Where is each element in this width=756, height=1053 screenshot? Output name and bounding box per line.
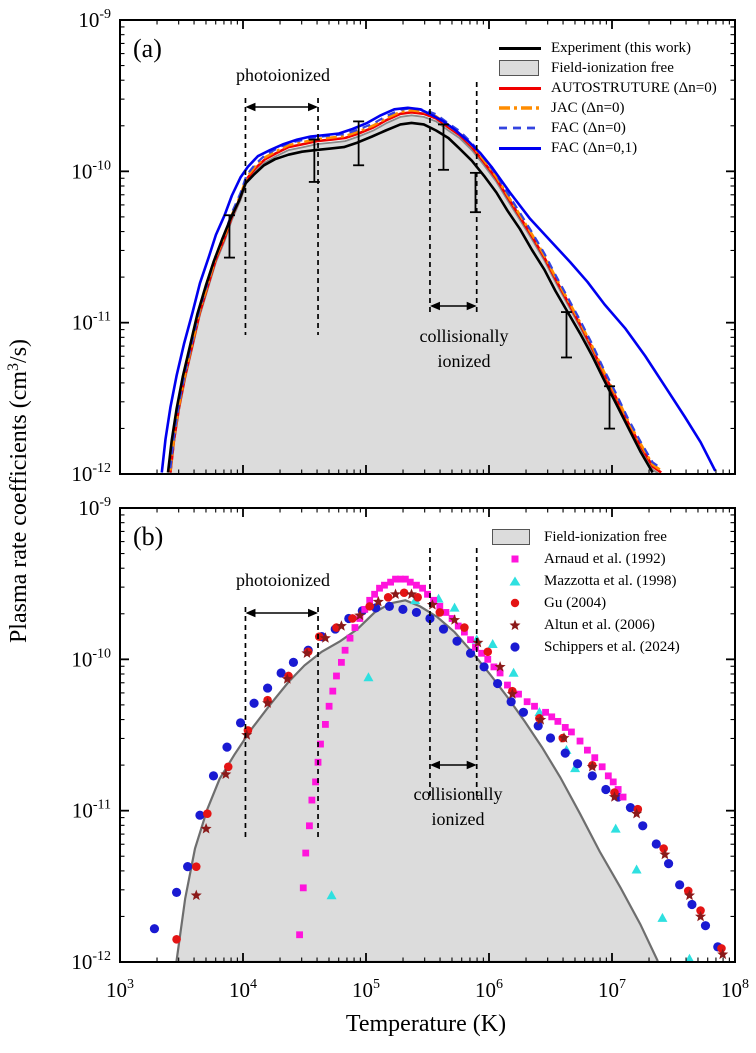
annotation-collisional-line2: ionized bbox=[437, 351, 491, 371]
legend-label: JAC (Δn=0) bbox=[551, 99, 625, 116]
red-circle-marker bbox=[492, 597, 538, 609]
x-tick-label: 105 bbox=[352, 977, 380, 1002]
orange-dashdot-swatch bbox=[499, 105, 545, 111]
annotation-collisional-line2: ionized bbox=[431, 809, 485, 829]
axes-frame bbox=[119, 507, 736, 963]
y-tick-label: 10-9 bbox=[78, 7, 111, 32]
x-tick-label: 104 bbox=[229, 977, 257, 1002]
legend-label: Field-ionization free bbox=[551, 59, 674, 76]
panel-(b)-series bbox=[149, 575, 729, 962]
annotation-collisionally-ionized-b: collisionally ionized bbox=[368, 782, 548, 832]
legend-label: FAC (Δn=0,1) bbox=[551, 139, 638, 156]
y-tick-label: 10-12 bbox=[71, 461, 111, 486]
legend-item-altun: Altun et al. (2006) bbox=[492, 614, 680, 636]
blue-dashed-swatch bbox=[499, 125, 545, 131]
red-line-swatch bbox=[499, 86, 545, 90]
x-tick-label: 108 bbox=[721, 977, 749, 1002]
legend-item-fac-dn01: FAC (Δn=0,1) bbox=[499, 138, 717, 158]
y-tick-label: 10-12 bbox=[71, 949, 111, 974]
legend-label: Arnaud et al. (1992) bbox=[544, 550, 666, 567]
legend-item-gu: Gu (2004) bbox=[492, 592, 680, 614]
legend-label: Mazzotta et al. (1998) bbox=[544, 572, 677, 589]
magenta-square-marker bbox=[492, 553, 538, 565]
legend-item-fac-dn0: FAC (Δn=0) bbox=[499, 118, 717, 138]
annotation-photoionized-a: photoionized bbox=[236, 65, 330, 85]
legend-item-autostructure: AUTOSTRUTURE (Δn=0) bbox=[499, 78, 717, 98]
legend-label: Altun et al. (2006) bbox=[544, 616, 655, 633]
x-tick-label: 106 bbox=[475, 977, 503, 1002]
legend-panel-a: Experiment (this work) Field-ionization … bbox=[499, 38, 717, 158]
y-axis-title: Plasma rate coefficients (cm3/s) bbox=[5, 339, 32, 643]
panel-a-letter: (a) bbox=[133, 34, 162, 63]
legend-label: Field-ionization free bbox=[544, 528, 667, 545]
annotation-photoionized-b: photoionized bbox=[236, 570, 330, 590]
legend-label: Gu (2004) bbox=[544, 594, 607, 611]
x-tick-label: 103 bbox=[106, 977, 134, 1002]
legend-label: Schippers et al. (2024) bbox=[544, 638, 680, 655]
axes-frame bbox=[119, 19, 736, 475]
legend-item-field-ionization-free: Field-ionization free bbox=[499, 58, 717, 78]
legend-item-field-ionization-free: Field-ionization free bbox=[492, 526, 680, 548]
x-tick-label: 107 bbox=[598, 977, 626, 1002]
dark-red-star-marker bbox=[492, 618, 538, 632]
y-tick-label: 10-11 bbox=[72, 310, 111, 335]
legend-item-jac: JAC (Δn=0) bbox=[499, 98, 717, 118]
gray-box-swatch bbox=[492, 529, 538, 545]
legend-label: Experiment (this work) bbox=[551, 39, 691, 56]
band-annotations bbox=[244, 548, 478, 840]
cyan-triangle-marker bbox=[492, 575, 538, 587]
black-line-swatch bbox=[499, 46, 545, 50]
legend-panel-b: Field-ionization free Arnaud et al. (199… bbox=[492, 526, 680, 658]
legend-item-experiment: Experiment (this work) bbox=[499, 38, 717, 58]
annotation-collisionally-ionized-a: collisionally ionized bbox=[374, 324, 554, 374]
band-annotations bbox=[244, 82, 478, 335]
panel-b-letter: (b) bbox=[133, 522, 164, 551]
legend-item-schippers: Schippers et al. (2024) bbox=[492, 636, 680, 658]
blue-line-swatch bbox=[499, 146, 545, 150]
y-tick-label: 10-10 bbox=[71, 158, 111, 183]
legend-item-arnaud: Arnaud et al. (1992) bbox=[492, 548, 680, 570]
series-field_free_b bbox=[175, 599, 659, 962]
annotation-collisional-line1: collisionally bbox=[413, 784, 503, 804]
legend-label: FAC (Δn=0) bbox=[551, 119, 626, 136]
legend-item-mazzotta: Mazzotta et al. (1998) bbox=[492, 570, 680, 592]
gray-box-swatch bbox=[499, 60, 545, 76]
y-tick-label: 10-11 bbox=[72, 798, 111, 823]
legend-label: AUTOSTRUTURE (Δn=0) bbox=[551, 79, 717, 96]
x-axis-title: Temperature (K) bbox=[346, 1011, 506, 1037]
y-tick-label: 10-9 bbox=[78, 495, 111, 520]
y-tick-label: 10-10 bbox=[71, 646, 111, 671]
annotation-collisional-line1: collisionally bbox=[419, 326, 509, 346]
error-bars bbox=[223, 120, 616, 430]
blue-circle-marker bbox=[492, 641, 538, 653]
series-experiment bbox=[166, 121, 654, 474]
series-fac01 bbox=[160, 106, 717, 473]
panel-(a)-series bbox=[160, 106, 717, 474]
